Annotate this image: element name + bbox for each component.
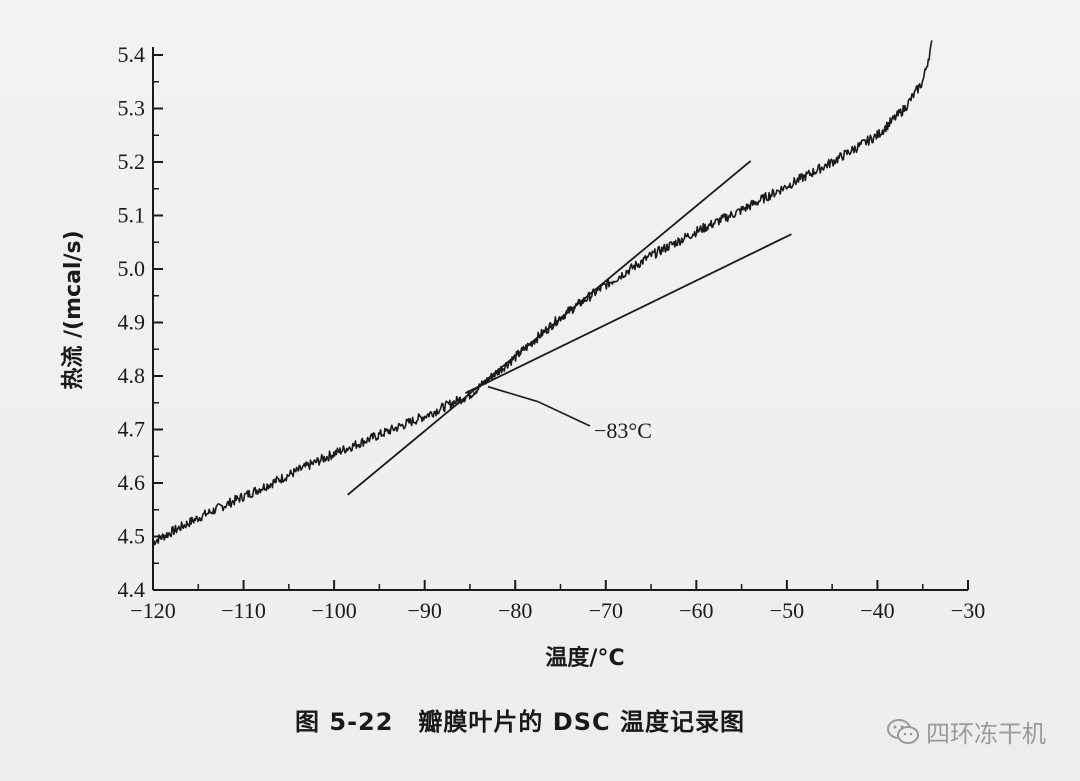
x-tick-label: −70 (589, 598, 623, 623)
watermark-text: 四环冻干机 (926, 720, 1046, 748)
dsc-curve (152, 40, 933, 546)
chart-tangent-lines (347, 160, 792, 496)
x-tick-label: −100 (311, 598, 356, 623)
x-tick-label: −50 (770, 598, 804, 623)
y-tick-label: 5.2 (118, 149, 146, 174)
y-tick-label: 4.9 (118, 310, 146, 335)
x-tick-label: −30 (951, 598, 985, 623)
watermark: 四环冻干机 (886, 714, 1046, 749)
x-axis-title: 温度/°C (545, 645, 624, 671)
x-tick-label: −80 (498, 598, 532, 623)
x-tick-label: −40 (860, 598, 894, 623)
x-tick-label: −60 (679, 598, 713, 623)
y-tick-label: 5.1 (118, 203, 146, 228)
y-tick-label: 5.3 (118, 96, 146, 121)
annotation-leader-end (537, 400, 591, 427)
chart-series (152, 40, 933, 546)
wechat-icon (887, 718, 919, 744)
y-tick-label: 4.8 (118, 363, 146, 388)
y-axis-title: 热流 /(mcal/s) (60, 230, 86, 389)
tangent-line-2 (465, 233, 792, 394)
x-tick-label: −90 (407, 598, 441, 623)
y-tick-label: 4.7 (118, 417, 146, 442)
chart-ticks: −120 −110 −100 −90 −80 −70 −60 −50 −40 −30 4.4 4.5 4… (118, 42, 986, 623)
chart-annotation: −83°C (487, 385, 652, 443)
y-tick-label: 4.5 (118, 524, 146, 549)
annotation-leader (487, 385, 539, 403)
x-tick-label: −120 (130, 598, 175, 623)
y-tick-label: 5.0 (118, 256, 146, 281)
tangent-line-1 (347, 160, 752, 496)
x-tick-label: −110 (221, 598, 266, 623)
annotation-label: −83°C (594, 418, 652, 443)
y-tick-label: 4.6 (118, 470, 146, 495)
y-tick-label: 4.4 (118, 577, 146, 602)
y-tick-label: 5.4 (118, 42, 146, 67)
dsc-chart: −120 −110 −100 −90 −80 −70 −60 −50 −40 −30 4.4 4.5 4… (60, 40, 986, 671)
figure-caption: 图 5-22 瓣膜叶片的 DSC 温度记录图 (295, 708, 745, 736)
